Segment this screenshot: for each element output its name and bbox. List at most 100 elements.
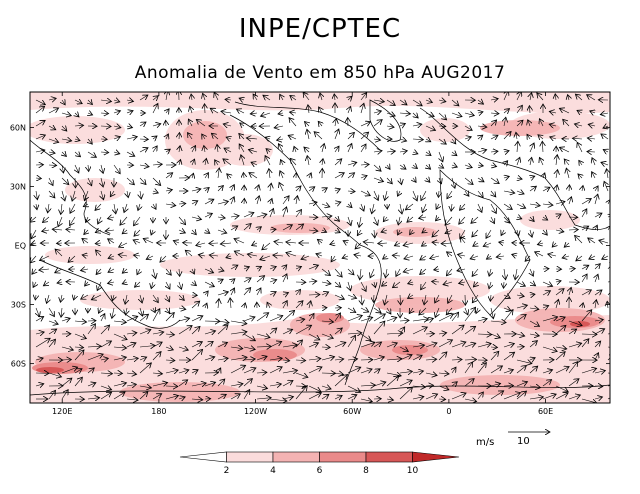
wind-vector [137, 268, 140, 275]
wind-vector [209, 243, 219, 244]
wind-vector [438, 340, 453, 348]
wind-vector [581, 334, 597, 335]
wind-vector [386, 126, 394, 127]
wind-vector [305, 122, 310, 127]
wind-vector [100, 325, 110, 335]
wind-vector [582, 209, 587, 218]
wind-vector [173, 241, 180, 243]
wind-vector [288, 135, 297, 139]
wind-vector [221, 111, 232, 113]
wind-vector [412, 386, 426, 387]
wind-vector [504, 117, 506, 127]
wind-vector [253, 94, 257, 101]
wind-vector [179, 133, 180, 140]
lon-label: 60E [538, 407, 553, 416]
wind-vector [74, 321, 87, 322]
axes: 60N 30N EQ 30S 60S 120E 180 120W 60W 0 60E [10, 92, 610, 416]
wind-vector [603, 150, 608, 153]
wind-vector [211, 133, 219, 140]
wind-vector [408, 295, 413, 299]
wind-vector [282, 397, 294, 399]
wind-vector [320, 93, 322, 101]
wind-vector [217, 292, 228, 295]
wind-vector [269, 292, 276, 295]
wind-vector [304, 147, 309, 152]
wind-vector [360, 399, 372, 402]
wind-vector [603, 126, 608, 128]
wind-vector [503, 216, 510, 223]
wind-vector [517, 92, 521, 101]
wind-vector [439, 177, 442, 184]
wind-vector [530, 358, 535, 360]
wind-vector [230, 226, 238, 230]
wind-vector [113, 333, 127, 340]
wind-vector [412, 124, 422, 126]
wind-vector [360, 268, 361, 280]
wind-vector [269, 358, 282, 360]
wind-vector [569, 197, 572, 205]
wind-vector [459, 282, 466, 283]
wind-vector [432, 281, 440, 282]
wind-vector [192, 269, 194, 274]
wind-vector [256, 346, 271, 347]
wind-vector [230, 298, 231, 309]
wind-vector [386, 376, 399, 387]
wind-vector [588, 124, 596, 126]
wind-vector [196, 120, 206, 127]
wind-vector [295, 210, 302, 218]
wind-vector [562, 256, 570, 258]
lat-label: 60S [11, 360, 26, 369]
wind-vector [265, 156, 271, 166]
vector-key-unit: m/s [476, 437, 494, 448]
wind-vector [607, 372, 610, 374]
wind-vector [425, 113, 434, 116]
wind-vector [516, 132, 517, 140]
wind-vector [360, 132, 369, 140]
wind-vector [504, 161, 508, 165]
wind-vector [95, 243, 102, 244]
wind-vector [72, 190, 75, 201]
wind-vector [529, 320, 540, 326]
wind-vector [231, 185, 234, 192]
wind-vector [491, 307, 493, 319]
wind-vector [385, 190, 387, 200]
wind-vector [386, 317, 397, 321]
wind-vector [314, 132, 323, 140]
wind-vector [296, 186, 301, 191]
wind-vector [218, 168, 219, 179]
wind-vector [420, 268, 427, 275]
wind-vector [601, 134, 609, 139]
wind-vector [542, 204, 553, 205]
wind-vector [166, 92, 168, 101]
wind-vector [308, 187, 315, 191]
lon-label: 180 [151, 407, 166, 416]
wind-vector [464, 307, 476, 322]
wind-vector [412, 319, 429, 321]
wind-vector [112, 307, 114, 318]
wind-vector [42, 230, 50, 231]
wind-vector [483, 243, 492, 246]
wind-vector [589, 256, 596, 259]
wind-vector [58, 216, 62, 227]
wind-vector [399, 100, 407, 105]
wind-vector [517, 229, 519, 236]
wind-vector [594, 397, 603, 399]
wind-vector [269, 229, 276, 230]
wind-vector [490, 366, 503, 374]
wind-vector [321, 394, 329, 399]
wind-vector [542, 141, 543, 153]
wind-vector [124, 203, 127, 213]
wind-vector [334, 173, 344, 179]
wind-vector [203, 93, 205, 101]
wind-vector [152, 104, 158, 114]
wind-vector [226, 137, 231, 139]
wind-vector [204, 146, 205, 153]
wind-vector [204, 357, 215, 360]
wind-vector [348, 216, 351, 226]
wind-vector [373, 139, 381, 140]
wind-vector [223, 124, 232, 126]
wind-vector [218, 368, 221, 373]
wind-vector [373, 178, 384, 182]
plot-frame [29, 91, 611, 404]
wind-vector [445, 216, 453, 225]
